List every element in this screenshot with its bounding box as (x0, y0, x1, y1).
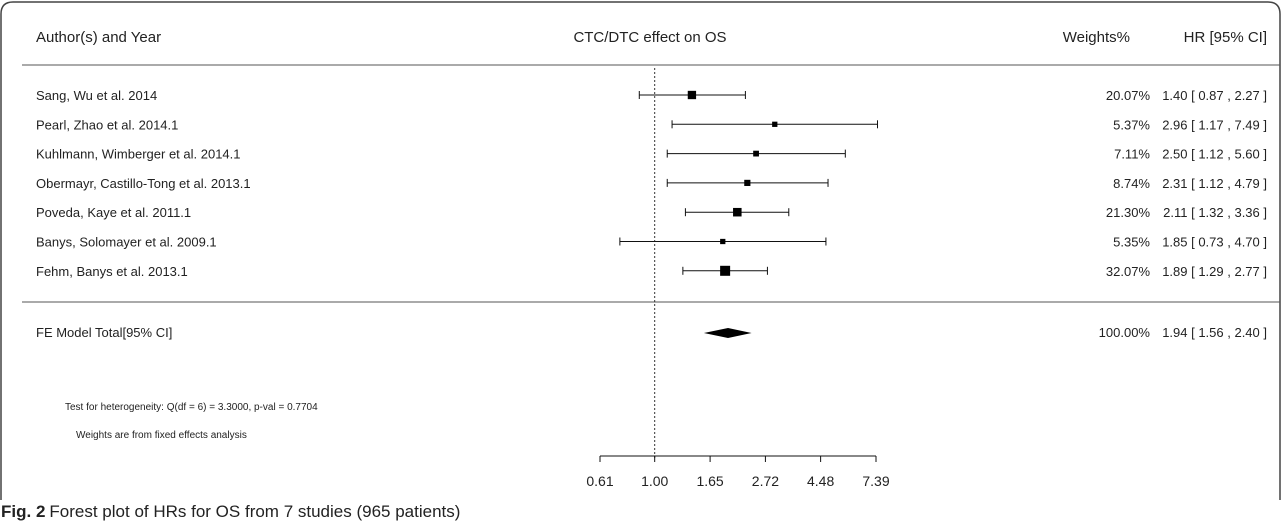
forest-plot: Author(s) and Year CTC/DTC effect on OS … (0, 1, 1281, 500)
summary-weight: 100.00% (1099, 325, 1151, 340)
study-label: Obermayr, Castillo-Tong et al. 2013.1 (36, 176, 251, 191)
study-label: Banys, Solomayer et al. 2009.1 (36, 235, 217, 250)
point-estimate (733, 207, 742, 217)
x-tick-label: 2.72 (752, 473, 779, 489)
x-tick-label: 0.61 (586, 473, 613, 489)
point-estimate (687, 90, 697, 100)
summary-estimate: 1.94 [ 1.56 , 2.40 ] (1162, 325, 1267, 340)
figure-border (0, 1, 1281, 500)
column-header-study: Author(s) and Year (36, 29, 161, 46)
column-header-weight: Weights% (1063, 29, 1130, 46)
study-weight: 20.07% (1106, 88, 1151, 103)
x-tick-label: 1.65 (696, 473, 723, 489)
study-estimate: 2.50 [ 1.12 , 5.60 ] (1162, 147, 1267, 162)
study-estimate: 2.11 [ 1.32 , 3.36 ] (1163, 205, 1267, 220)
study-weight: 5.37% (1113, 117, 1150, 132)
point-estimate (772, 121, 778, 127)
figure-caption-text: Forest plot of HRs for OS from 7 studies… (49, 502, 461, 521)
heterogeneity-note: Test for heterogeneity: Q(df = 6) = 3.30… (65, 402, 318, 413)
study-weight: 21.30% (1106, 205, 1151, 220)
point-estimate (720, 238, 726, 245)
chart-title: CTC/DTC effect on OS (573, 29, 726, 46)
x-tick-label: 7.39 (862, 473, 889, 489)
study-label: Fehm, Banys et al. 2013.1 (36, 264, 188, 279)
study-estimate: 1.40 [ 0.87 , 2.27 ] (1162, 88, 1267, 103)
column-header-estimate: HR [95% CI] (1184, 29, 1267, 46)
figure-label: Fig. 2 (1, 502, 46, 521)
figure-caption: Fig. 2 Forest plot of HRs for OS from 7 s… (1, 502, 460, 522)
study-label: Kuhlmann, Wimberger et al. 2014.1 (36, 147, 241, 162)
study-estimate: 2.96 [ 1.17 , 7.49 ] (1162, 117, 1267, 132)
study-estimate: 1.89 [ 1.29 , 2.77 ] (1162, 264, 1267, 279)
study-weight: 7.11% (1114, 147, 1150, 162)
study-weight: 32.07% (1106, 264, 1151, 279)
point-estimate (744, 179, 751, 186)
study-estimate: 1.85 [ 0.73 , 4.70 ] (1162, 235, 1267, 250)
weights-note: Weights are from fixed effects analysis (76, 430, 247, 441)
point-estimate (720, 265, 731, 276)
summary-label: FE Model Total[95% CI] (36, 325, 172, 340)
study-label: Pearl, Zhao et al. 2014.1 (36, 117, 178, 132)
study-estimate: 2.31 [ 1.12 , 4.79 ] (1162, 176, 1267, 191)
study-label: Sang, Wu et al. 2014 (36, 88, 157, 103)
study-weight: 8.74% (1113, 176, 1150, 191)
summary-diamond (703, 328, 752, 338)
study-weight: 5.35% (1113, 235, 1150, 250)
point-estimate (753, 150, 759, 157)
x-tick-label: 1.00 (641, 473, 668, 489)
study-label: Poveda, Kaye et al. 2011.1 (36, 205, 191, 220)
x-tick-label: 4.48 (807, 473, 834, 489)
